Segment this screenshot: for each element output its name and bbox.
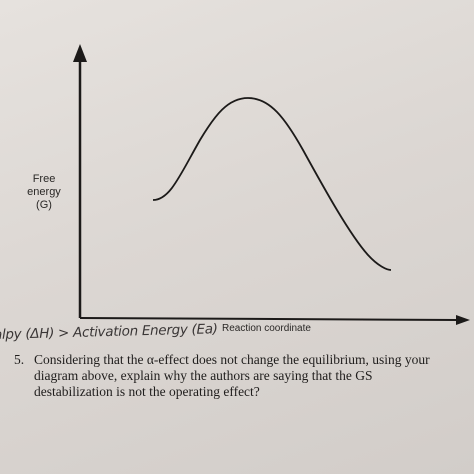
y-axis-label-line: (G) [36,199,52,211]
energy-curve [152,97,392,271]
question-text-line: destabilization is not the operating eff… [34,384,260,399]
y-axis-arrowhead [73,44,87,62]
y-axis-label: Free energy (G) [18,173,70,212]
x-axis-arrowhead [456,315,470,325]
x-axis-label: Reaction coordinate [222,323,311,334]
question-text-line: Considering that the α-effect does not c… [34,352,430,367]
y-axis-label-line: energy [27,186,61,198]
y-axis-label-line: Free [32,173,56,185]
question-text-line: diagram above, explain why the authors a… [34,368,373,383]
x-axis [79,317,459,321]
question-number: 5. [14,352,25,367]
